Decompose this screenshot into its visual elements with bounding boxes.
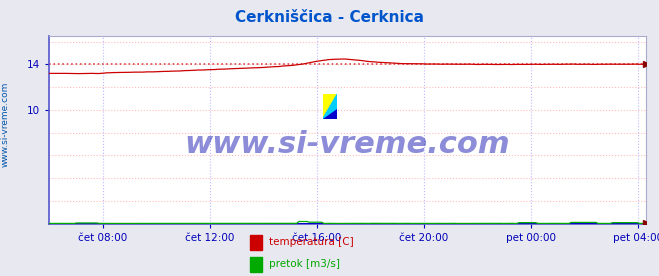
Text: pretok [m3/s]: pretok [m3/s] <box>269 259 340 269</box>
Polygon shape <box>323 94 337 119</box>
Text: temperatura [C]: temperatura [C] <box>269 237 354 247</box>
Polygon shape <box>323 109 337 119</box>
Text: www.si-vreme.com: www.si-vreme.com <box>1 81 10 167</box>
Text: Cerkniščica - Cerknica: Cerkniščica - Cerknica <box>235 10 424 25</box>
Text: www.si-vreme.com: www.si-vreme.com <box>185 130 511 159</box>
Polygon shape <box>323 94 337 119</box>
